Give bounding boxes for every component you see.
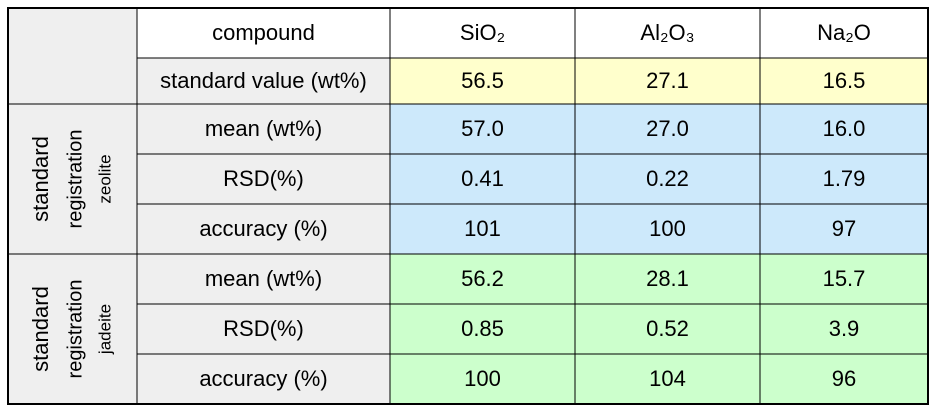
cell-text: 27.0: [646, 116, 689, 141]
group-label: registration: [64, 280, 86, 379]
table-border: [7, 7, 929, 405]
cell-text: 27.1: [646, 68, 689, 93]
cell-text: mean (wt%): [205, 116, 322, 141]
cell-text: 101: [464, 216, 501, 241]
cell-text: 15.7: [823, 266, 866, 291]
cell: [759, 153, 929, 205]
cell: [389, 7, 576, 59]
group-label: jadeite: [95, 304, 114, 355]
cell: [759, 203, 929, 255]
cell-text: SiO₂: [460, 20, 505, 45]
cell-text: standard value (wt%): [160, 68, 367, 93]
cell: [759, 103, 929, 155]
group-label: standard: [28, 136, 53, 222]
cell: [574, 153, 761, 205]
cell-text: mean (wt%): [205, 266, 322, 291]
cell-text: 0.85: [461, 316, 504, 341]
cell-text: Na₂O: [817, 20, 871, 45]
cell: [136, 303, 391, 355]
cell-text: 56.2: [461, 266, 504, 291]
cell: [759, 7, 929, 59]
cell-text: accuracy (%): [199, 366, 327, 391]
cell-text: 3.9: [829, 316, 860, 341]
cell-text: 28.1: [646, 266, 689, 291]
cell-text: RSD(%): [223, 316, 304, 341]
cell-text: compound: [212, 20, 315, 45]
cell: [574, 253, 761, 305]
cell: [136, 7, 391, 59]
cell: [136, 253, 391, 305]
cell-text: 16.0: [823, 116, 866, 141]
cell: [7, 7, 138, 105]
cell-text: RSD(%): [223, 166, 304, 191]
cell-text: Al₂O₃: [640, 20, 694, 45]
cell: [574, 303, 761, 355]
cell-text: 96: [832, 366, 856, 391]
cell: [136, 203, 391, 255]
cell: [136, 103, 391, 155]
cell-text: 0.22: [646, 166, 689, 191]
cell: [136, 153, 391, 205]
cell-text: accuracy (%): [199, 216, 327, 241]
cell: [389, 203, 576, 255]
cell-text: 1.79: [823, 166, 866, 191]
cell: [574, 103, 761, 155]
cell-text: 97: [832, 216, 856, 241]
cell: [136, 353, 391, 405]
cell-text: 100: [464, 366, 501, 391]
cell-text: 104: [649, 366, 686, 391]
cell-text: 16.5: [823, 68, 866, 93]
cell: [759, 57, 929, 105]
cell-text: 100: [649, 216, 686, 241]
group-label: zeolite: [95, 154, 114, 203]
group-label: registration: [64, 130, 86, 229]
cell: [7, 253, 138, 405]
cell-text: 57.0: [461, 116, 504, 141]
cell: [574, 203, 761, 255]
cell: [389, 57, 576, 105]
cell-text: 0.52: [646, 316, 689, 341]
cell-text: 0.41: [461, 166, 504, 191]
cell: [136, 57, 391, 105]
group-label: standard: [28, 286, 53, 372]
cell: [389, 303, 576, 355]
cell-text: 56.5: [461, 68, 504, 93]
